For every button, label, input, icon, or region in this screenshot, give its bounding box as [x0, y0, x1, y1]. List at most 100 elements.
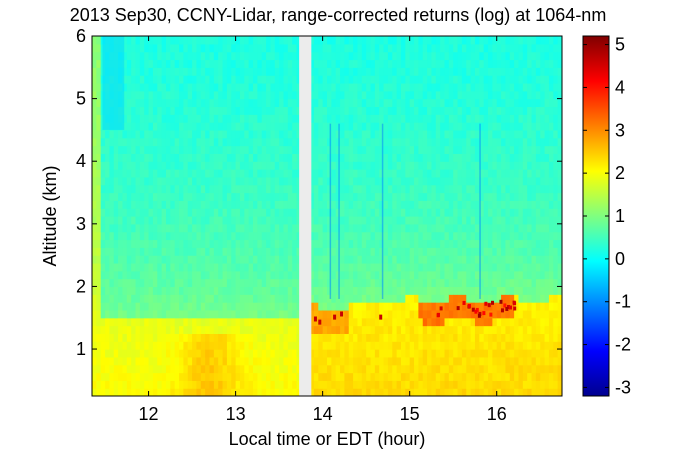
heatmap-cell — [113, 294, 119, 303]
heatmap-cell — [213, 51, 219, 61]
heatmap-cell — [139, 302, 145, 311]
heatmap-cell — [266, 262, 272, 272]
heatmap-cell — [196, 294, 202, 303]
heatmap-cell — [444, 208, 450, 217]
heatmap-cell — [222, 184, 228, 194]
heatmap-cell — [313, 380, 319, 389]
heatmap-cell — [331, 372, 337, 381]
heatmap-cell — [200, 200, 206, 209]
heatmap-cell — [283, 184, 289, 194]
heatmap-cell — [379, 169, 385, 178]
heatmap-cell — [527, 122, 533, 131]
heatmap-cell — [218, 262, 224, 272]
heatmap-cell — [209, 349, 215, 358]
heatmap-cell — [522, 223, 528, 233]
heatmap-cell — [353, 372, 359, 381]
heatmap-cell — [296, 309, 302, 319]
heatmap-cell — [318, 82, 324, 92]
heatmap-cell — [226, 169, 232, 178]
heatmap-cell — [226, 122, 232, 131]
heatmap-cell — [435, 247, 441, 256]
heatmap-cell — [527, 90, 533, 100]
heatmap-cell — [431, 239, 437, 248]
heatmap-cell — [374, 192, 380, 201]
heatmap-cell — [483, 122, 489, 131]
heatmap-cell — [257, 153, 263, 162]
heatmap-cell — [366, 286, 372, 295]
heatmap-cell — [248, 192, 254, 201]
heatmap-cell — [348, 349, 354, 358]
heatmap-cell — [392, 388, 398, 396]
heatmap-cell — [226, 317, 232, 327]
heatmap-cell — [248, 51, 254, 61]
heatmap-cell — [266, 192, 272, 201]
heatmap-cell — [279, 98, 285, 108]
heatmap-cell — [313, 114, 319, 123]
heatmap-cell — [313, 239, 319, 248]
heatmap-cell — [327, 349, 332, 358]
heatmap-cell — [279, 122, 285, 131]
heatmap-cell — [113, 380, 119, 389]
heatmap-cell — [100, 216, 106, 225]
heatmap-cell — [292, 106, 298, 115]
heatmap-cell — [187, 216, 193, 225]
heatmap-cell — [470, 341, 476, 350]
heatmap-cell — [453, 372, 459, 381]
heatmap-cell — [100, 372, 106, 381]
heatmap-cell — [474, 294, 480, 303]
heatmap-cell — [548, 75, 554, 84]
heatmap-cell — [518, 270, 524, 280]
heatmap-cell — [383, 380, 389, 389]
heatmap-cell — [457, 82, 463, 92]
heatmap-cell — [361, 122, 367, 131]
heatmap-cell — [366, 192, 372, 201]
heatmap-cell — [170, 294, 176, 303]
heatmap-cell — [100, 255, 106, 264]
heatmap-cell — [270, 356, 276, 366]
heatmap-cell — [448, 294, 454, 303]
heatmap-cell — [396, 270, 402, 280]
heatmap-cell — [387, 129, 393, 139]
heatmap-cell — [239, 255, 245, 264]
heatmap-cell — [139, 309, 145, 319]
heatmap-cell — [274, 90, 280, 100]
heatmap-cell — [418, 380, 424, 389]
heatmap-cell — [466, 75, 472, 84]
heatmap-cell — [366, 302, 372, 311]
heatmap-cell — [383, 51, 389, 61]
heatmap-cell — [192, 294, 198, 303]
heatmap-cell — [270, 106, 276, 115]
heatmap-cell — [192, 145, 198, 154]
heatmap-cell — [165, 247, 171, 256]
heatmap-cell — [461, 231, 467, 241]
heatmap-cell — [414, 82, 419, 92]
heatmap-cell — [340, 184, 346, 194]
heatmap-cell — [557, 169, 562, 178]
heatmap-cell — [531, 137, 537, 147]
heatmap-cell — [152, 341, 158, 350]
heatmap-cell — [418, 255, 424, 264]
heatmap-cell — [470, 200, 476, 209]
heatmap-cell — [444, 216, 450, 225]
heatmap-cell — [400, 192, 406, 201]
heatmap-cell — [553, 59, 559, 68]
heatmap-cell — [366, 333, 372, 342]
heatmap-cell — [540, 388, 546, 396]
heatmap-cell — [396, 286, 402, 295]
heatmap-cell — [488, 161, 493, 170]
heatmap-cell — [192, 309, 198, 319]
heatmap-cell — [448, 302, 454, 311]
heatmap-cell — [170, 255, 176, 264]
heatmap-cell — [226, 192, 232, 201]
heatmap-cell — [387, 317, 393, 327]
heatmap-cell — [331, 239, 337, 248]
heatmap-cell — [183, 255, 189, 264]
heatmap-cell — [414, 309, 419, 319]
heatmap-cell — [192, 59, 198, 68]
heatmap-cell — [488, 67, 493, 76]
heatmap-cell — [479, 309, 485, 319]
heatmap-cell — [535, 145, 541, 154]
heatmap-cell — [453, 270, 459, 280]
heatmap-cell — [105, 380, 111, 389]
heatmap-cell — [522, 184, 528, 194]
